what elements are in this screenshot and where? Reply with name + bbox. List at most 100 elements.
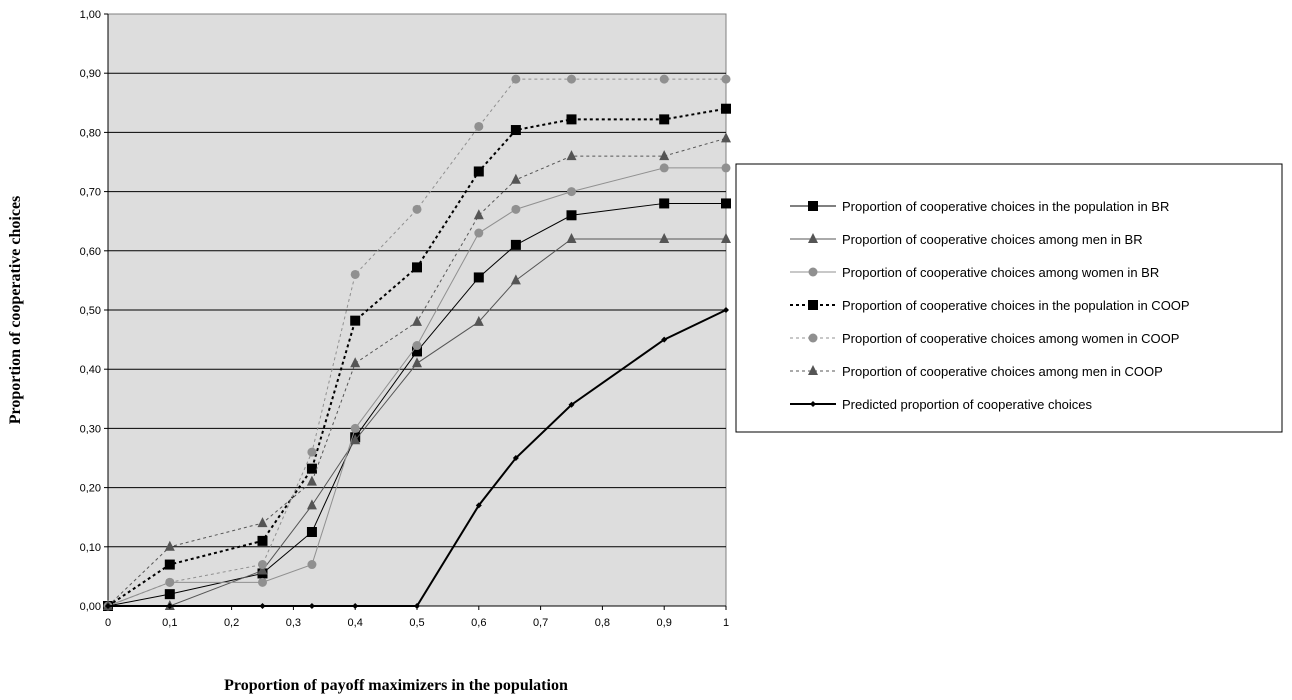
data-point <box>412 346 422 357</box>
x-axis-title: Proportion of payoff maximizers in the p… <box>224 677 568 694</box>
y-tick-label: 0,40 <box>80 364 101 376</box>
y-tick-label: 0,50 <box>80 305 101 317</box>
data-point <box>721 74 731 84</box>
x-tick-label: 0,9 <box>657 617 672 629</box>
data-point <box>511 74 521 84</box>
data-point <box>475 502 482 509</box>
data-point <box>473 272 484 283</box>
y-axis-title: Proportion of cooperative choices <box>7 196 24 425</box>
data-point <box>721 132 731 143</box>
legend-entry-4: Proportion of cooperative choices in the… <box>790 298 1190 313</box>
data-point <box>721 103 731 114</box>
data-point <box>257 564 268 575</box>
data-point <box>659 74 669 84</box>
legend-label: Proportion of cooperative choices among … <box>842 331 1179 346</box>
legend-marker <box>808 233 818 243</box>
series-6 <box>103 132 731 610</box>
legend-label: Proportion of cooperative choices among … <box>842 364 1163 379</box>
legend-label: Proportion of cooperative choices in the… <box>842 199 1169 214</box>
data-point <box>350 357 361 368</box>
data-point <box>258 560 267 570</box>
data-point <box>412 315 422 326</box>
y-tick-label: 0,80 <box>80 127 101 139</box>
legend-box <box>735 163 1283 433</box>
data-point <box>511 204 521 214</box>
legend-label: Predicted proportion of cooperative choi… <box>842 397 1093 412</box>
axes: 0,000,100,200,300,400,500,600,700,800,90… <box>80 9 729 629</box>
gridlines <box>108 72 726 548</box>
data-point <box>510 125 521 136</box>
x-tick-label: 0,3 <box>286 617 301 629</box>
data-point <box>512 455 519 461</box>
legend: Proportion of cooperative choices in the… <box>735 163 1283 433</box>
data-point <box>306 475 317 486</box>
y-tick-label: 0,20 <box>80 483 101 495</box>
series-line <box>107 78 726 607</box>
data-point <box>350 269 360 279</box>
data-point <box>473 209 484 220</box>
x-tick-label: 0 <box>105 617 111 629</box>
legend-entry-3: Proportion of cooperative choices among … <box>790 265 1159 280</box>
data-point <box>164 589 175 600</box>
data-point <box>306 527 317 537</box>
data-point <box>566 114 577 125</box>
data-point <box>306 499 317 510</box>
data-point <box>659 232 670 243</box>
x-tick-label: 0,1 <box>162 617 177 629</box>
y-tick-label: 0,30 <box>80 423 101 435</box>
y-tick-label: 1,00 <box>80 9 101 21</box>
data-point <box>105 603 111 609</box>
x-tick-label: 0,6 <box>471 617 486 629</box>
x-tick-label: 0,5 <box>409 617 424 629</box>
data-point <box>661 336 668 343</box>
legend-marker <box>808 333 818 343</box>
data-point <box>257 535 268 546</box>
legend-label: Proportion of cooperative choices among … <box>842 265 1159 280</box>
data-point <box>659 150 670 161</box>
data-point <box>412 262 422 273</box>
data-point <box>474 121 484 131</box>
y-tick-label: 0,00 <box>80 601 101 613</box>
data-point <box>350 315 361 326</box>
data-point <box>659 163 669 173</box>
data-point <box>473 166 484 177</box>
data-point <box>306 463 317 474</box>
data-point <box>164 559 175 570</box>
data-point <box>659 198 670 209</box>
legend-marker <box>808 300 818 310</box>
y-tick-label: 0,10 <box>80 542 101 554</box>
data-point <box>510 173 521 184</box>
data-point <box>307 447 317 457</box>
data-point <box>352 603 359 609</box>
data-point <box>166 603 173 609</box>
data-point <box>412 204 422 214</box>
legend-entry-6: Proportion of cooperative choices among … <box>790 364 1163 379</box>
data-point <box>414 603 420 609</box>
data-point <box>412 341 422 351</box>
data-point <box>568 401 575 408</box>
legend-marker <box>808 267 818 277</box>
x-tick-label: 0,2 <box>224 617 239 629</box>
data-point <box>258 577 267 587</box>
data-point <box>567 187 576 197</box>
data-point <box>164 540 175 551</box>
data-point <box>307 560 317 570</box>
legend-entry-1: Proportion of cooperative choices in the… <box>790 199 1169 214</box>
legend-entry-7: Predicted proportion of cooperative choi… <box>790 397 1093 412</box>
data-point <box>721 198 731 209</box>
data-point <box>257 517 268 528</box>
data-point <box>474 228 484 238</box>
y-tick-label: 0,90 <box>80 68 101 80</box>
data-point <box>350 434 361 445</box>
data-point <box>566 210 577 221</box>
y-tick-label: 0,60 <box>80 246 101 258</box>
series-7 <box>105 307 729 609</box>
data-point <box>259 603 266 609</box>
data-point <box>510 239 521 250</box>
x-tick-label: 1 <box>723 617 729 629</box>
y-tick-label: 0,70 <box>80 187 101 199</box>
data-point <box>723 307 729 313</box>
data-point <box>350 423 360 433</box>
